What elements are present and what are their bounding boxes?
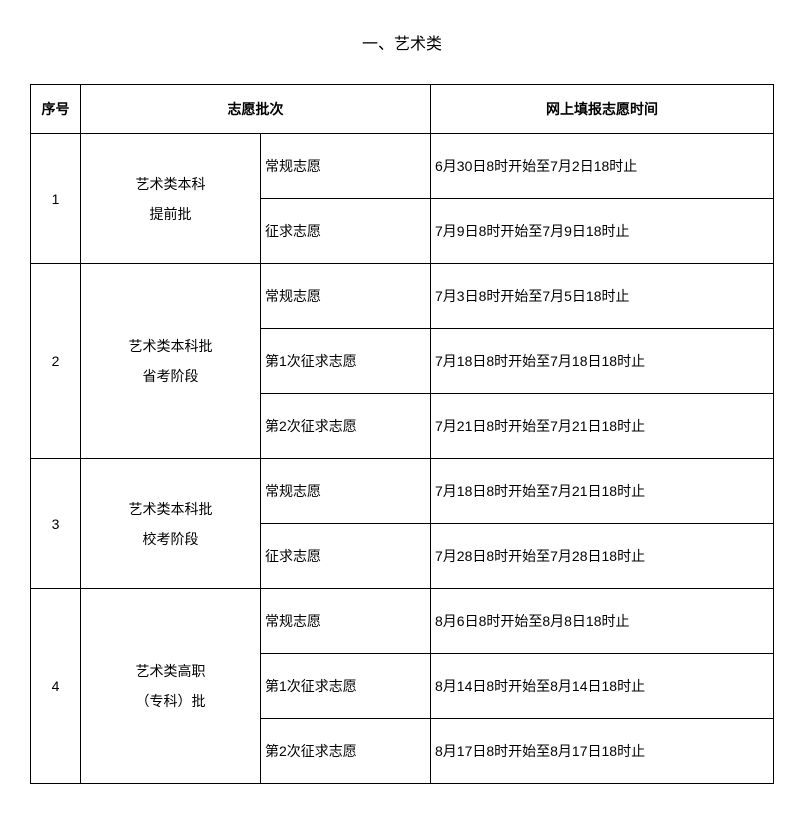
header-time: 网上填报志愿时间 xyxy=(431,85,774,134)
cell-time: 8月6日8时开始至8月8日18时止 xyxy=(431,589,774,654)
cell-time: 7月18日8时开始至7月21日18时止 xyxy=(431,459,774,524)
cell-time: 7月18日8时开始至7月18日18时止 xyxy=(431,329,774,394)
cell-category: 艺术类本科批校考阶段 xyxy=(81,459,261,589)
cell-time: 8月17日8时开始至8月17日18时止 xyxy=(431,719,774,784)
cell-type: 征求志愿 xyxy=(261,524,431,589)
table-header-row: 序号 志愿批次 网上填报志愿时间 xyxy=(31,85,774,134)
table-row: 2艺术类本科批省考阶段常规志愿7月3日8时开始至7月5日18时止 xyxy=(31,264,774,329)
cell-time: 7月9日8时开始至7月9日18时止 xyxy=(431,199,774,264)
cell-time: 6月30日8时开始至7月2日18时止 xyxy=(431,134,774,199)
cell-type: 常规志愿 xyxy=(261,459,431,524)
cell-type: 常规志愿 xyxy=(261,264,431,329)
cell-seq: 1 xyxy=(31,134,81,264)
page-title: 一、艺术类 xyxy=(30,30,774,54)
cell-category: 艺术类本科提前批 xyxy=(81,134,261,264)
cell-type: 第2次征求志愿 xyxy=(261,719,431,784)
cell-category: 艺术类本科批省考阶段 xyxy=(81,264,261,459)
table-row: 4艺术类高职（专科）批常规志愿8月6日8时开始至8月8日18时止 xyxy=(31,589,774,654)
cell-type: 第1次征求志愿 xyxy=(261,654,431,719)
cell-category: 艺术类高职（专科）批 xyxy=(81,589,261,784)
table-row: 3艺术类本科批校考阶段常规志愿7月18日8时开始至7月21日18时止 xyxy=(31,459,774,524)
cell-type: 常规志愿 xyxy=(261,134,431,199)
cell-type: 常规志愿 xyxy=(261,589,431,654)
header-seq: 序号 xyxy=(31,85,81,134)
schedule-table: 序号 志愿批次 网上填报志愿时间 1艺术类本科提前批常规志愿6月30日8时开始至… xyxy=(30,84,774,784)
cell-time: 7月21日8时开始至7月21日18时止 xyxy=(431,394,774,459)
cell-time: 7月28日8时开始至7月28日18时止 xyxy=(431,524,774,589)
cell-type: 征求志愿 xyxy=(261,199,431,264)
cell-seq: 2 xyxy=(31,264,81,459)
header-batch: 志愿批次 xyxy=(81,85,431,134)
cell-type: 第1次征求志愿 xyxy=(261,329,431,394)
cell-seq: 3 xyxy=(31,459,81,589)
cell-time: 8月14日8时开始至8月14日18时止 xyxy=(431,654,774,719)
table-row: 1艺术类本科提前批常规志愿6月30日8时开始至7月2日18时止 xyxy=(31,134,774,199)
cell-time: 7月3日8时开始至7月5日18时止 xyxy=(431,264,774,329)
cell-seq: 4 xyxy=(31,589,81,784)
cell-type: 第2次征求志愿 xyxy=(261,394,431,459)
